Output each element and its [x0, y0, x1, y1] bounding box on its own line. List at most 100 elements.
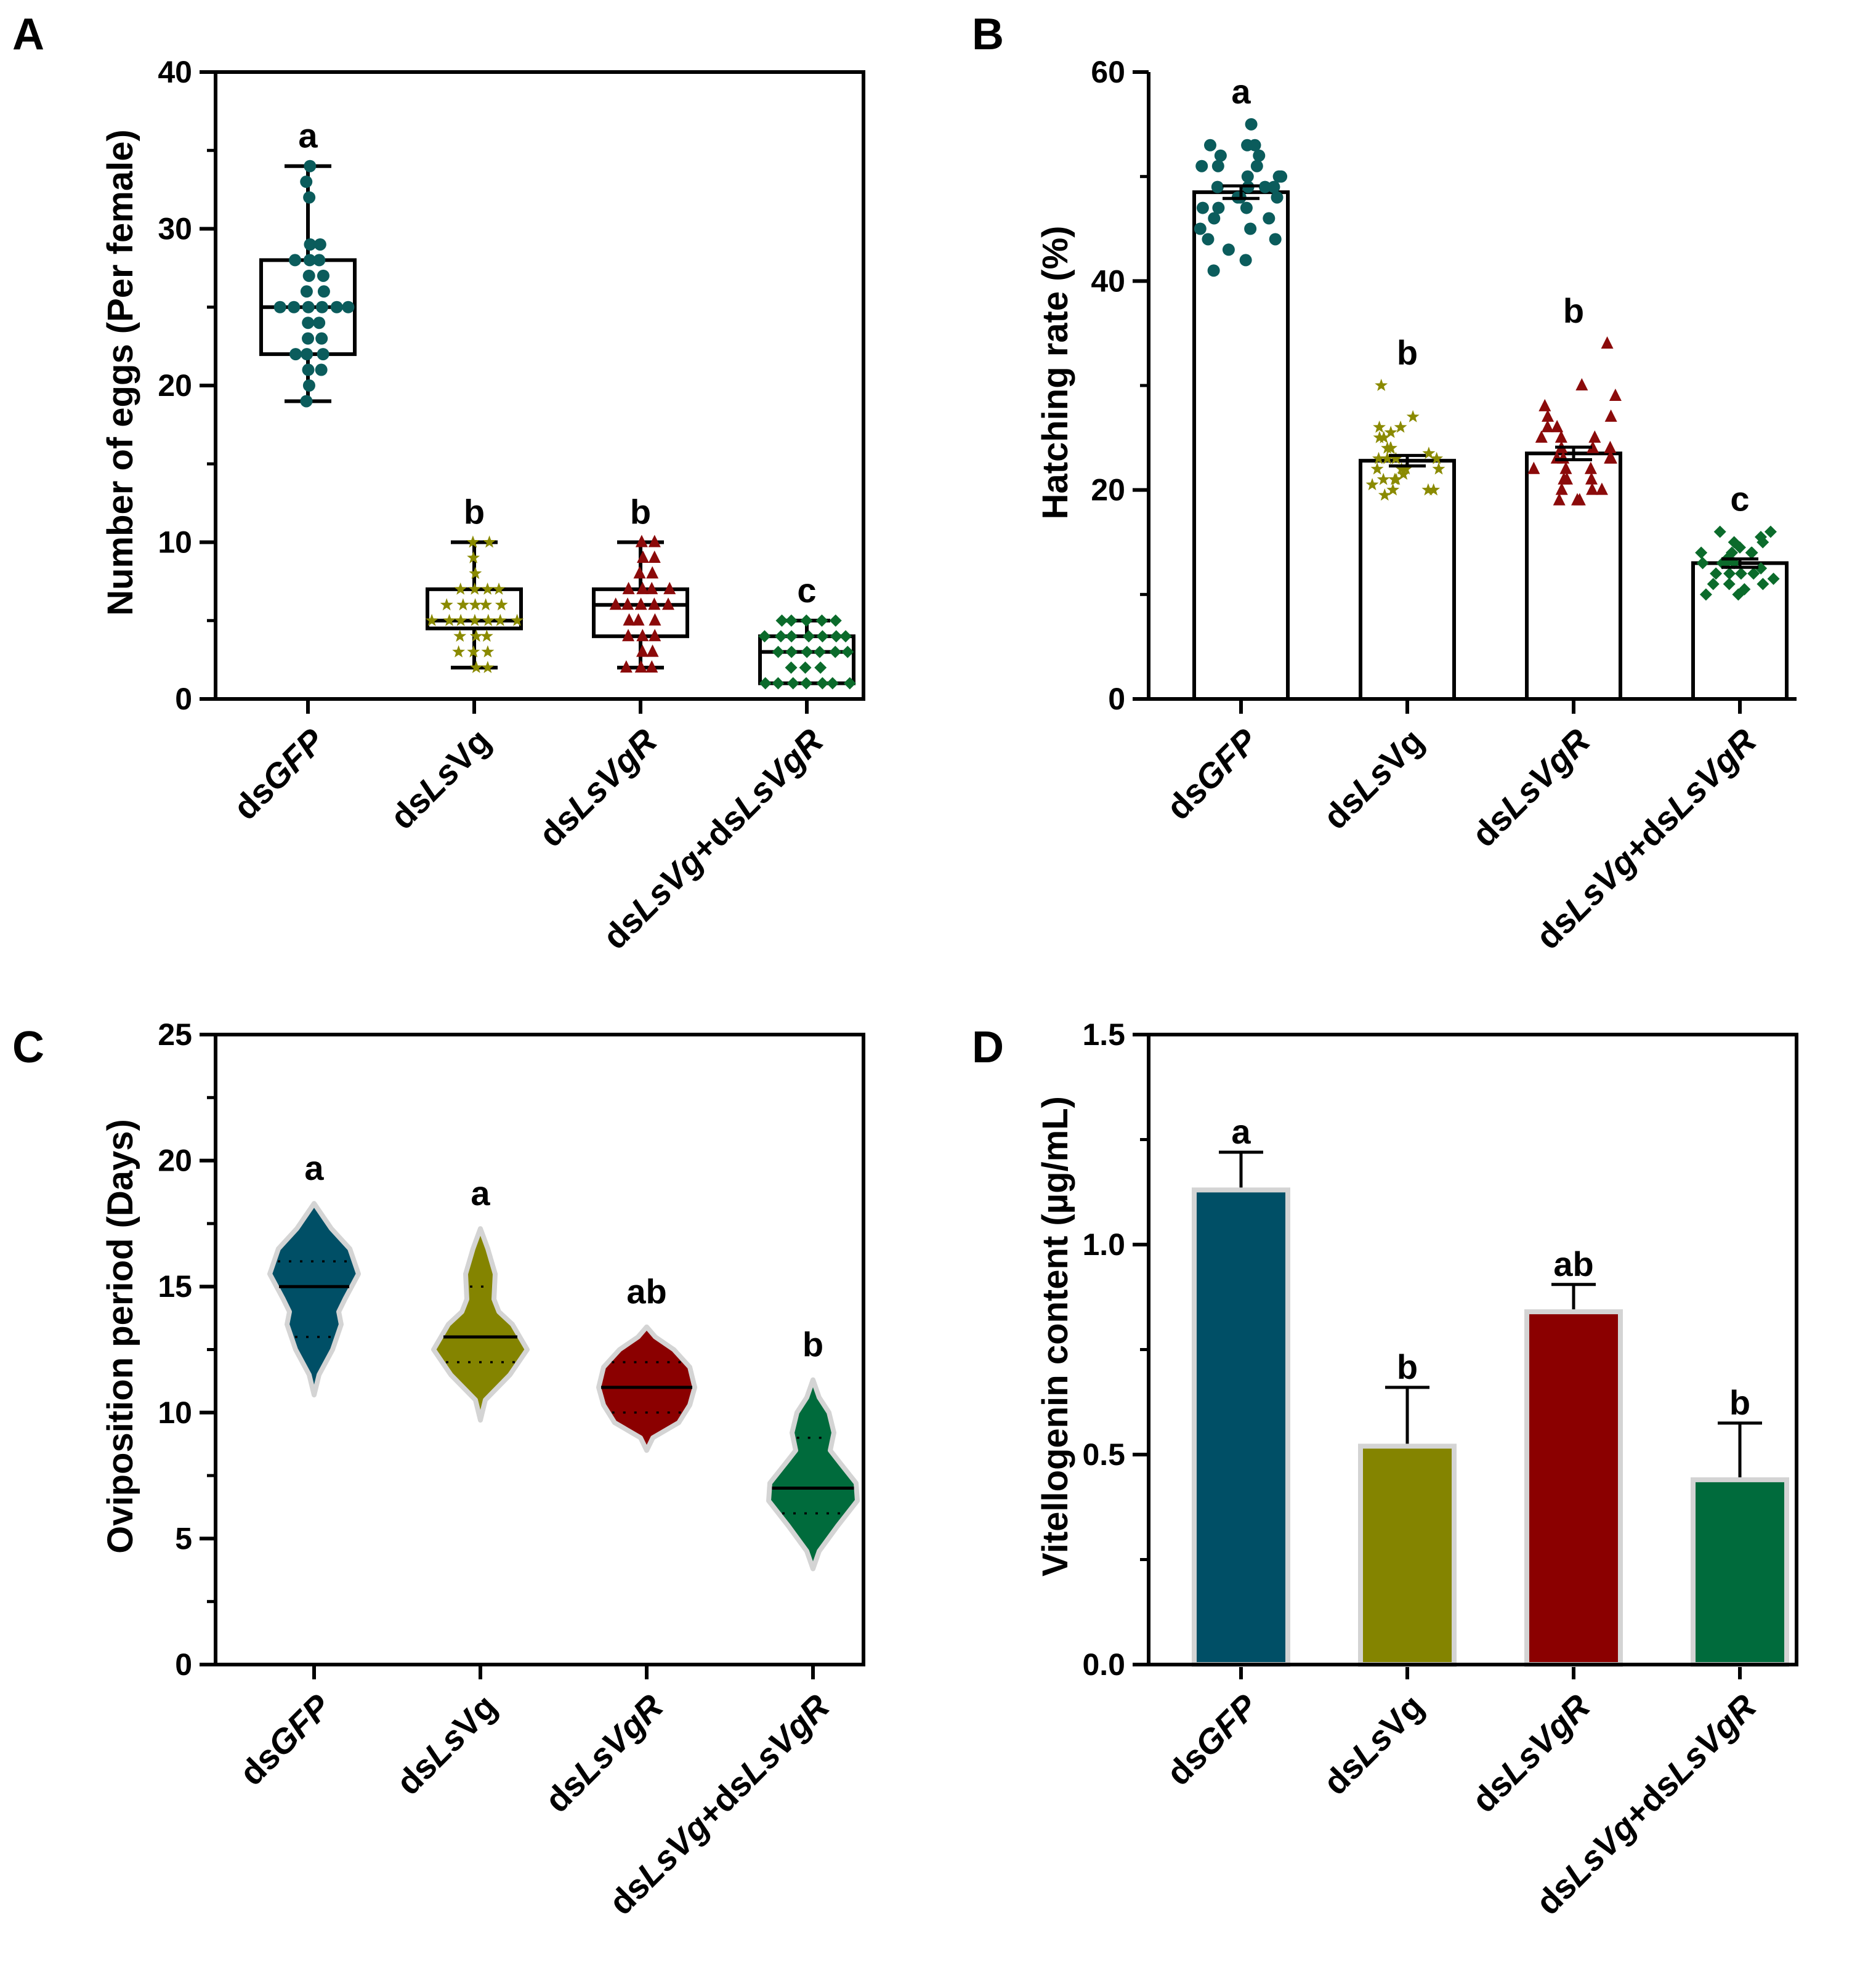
data-point [1378, 488, 1391, 501]
y-tick-label: 10 [158, 1395, 192, 1430]
data-point [829, 645, 842, 658]
data-point [785, 614, 798, 627]
x-category-label: dsGFP [1158, 1686, 1265, 1793]
y-tick-label: 30 [158, 212, 192, 246]
data-point [300, 176, 313, 188]
data-point [841, 645, 854, 658]
panel-b-y-axis-label: Hatching rate (%) [1035, 226, 1075, 520]
data-point [304, 159, 317, 172]
data-point [758, 630, 771, 643]
data-point [1713, 525, 1726, 538]
x-category-label: dsGFP [1158, 721, 1265, 827]
data-point [467, 551, 480, 563]
data-point [302, 379, 315, 392]
data-point [1268, 180, 1280, 193]
data-point [1723, 567, 1736, 580]
significance-letter: a [304, 1149, 324, 1187]
data-point [775, 614, 788, 627]
data-point [1248, 139, 1261, 151]
data-point [302, 301, 315, 313]
data-point [483, 535, 496, 548]
data-point [800, 677, 813, 690]
bar [1358, 1443, 1457, 1668]
data-point [317, 285, 330, 298]
data-point [622, 629, 635, 642]
data-point [1527, 461, 1540, 474]
x-category-label-part: LsVgR [566, 1687, 671, 1791]
bar [1192, 190, 1290, 701]
data-point [1386, 483, 1400, 496]
data-point [425, 613, 439, 626]
x-category-label: dsLsVgR [537, 1687, 671, 1820]
data-point [1755, 531, 1768, 544]
box-iqr [592, 587, 689, 639]
data-point [1584, 461, 1597, 474]
data-point [772, 677, 785, 690]
y-tick-label: 5 [175, 1521, 192, 1556]
data-point [1767, 572, 1780, 585]
data-point [315, 363, 328, 376]
data-point [633, 566, 646, 579]
data-point [1389, 451, 1402, 464]
data-point [1734, 567, 1747, 580]
data-point [492, 582, 506, 595]
panel-b-marks: a b b c [1192, 72, 1789, 701]
data-point [636, 550, 649, 563]
data-point [1381, 441, 1394, 454]
data-point [302, 332, 315, 345]
data-point [1535, 430, 1548, 443]
data-point [313, 317, 326, 329]
bar [1359, 459, 1456, 701]
data-point [1388, 472, 1402, 485]
data-point [1373, 420, 1386, 433]
data-point [1240, 201, 1253, 214]
significance-letter: b [803, 1325, 823, 1364]
panel-a-y-axis-label: Number of eggs (Per female) [100, 129, 140, 616]
data-point [1377, 472, 1390, 485]
data-point [1587, 440, 1599, 453]
data-point [1381, 451, 1394, 464]
data-point [481, 645, 495, 658]
data-point [1239, 254, 1252, 267]
bar [1691, 1477, 1789, 1667]
data-point [302, 317, 315, 329]
data-point [303, 254, 316, 267]
data-point [1427, 483, 1441, 496]
y-tick-label: 0.5 [1082, 1437, 1125, 1472]
significance-letter: b [1729, 1383, 1750, 1422]
data-point [636, 629, 649, 642]
data-point [1541, 419, 1554, 432]
data-point [1696, 557, 1709, 570]
data-point [467, 645, 480, 658]
data-point [1755, 562, 1768, 575]
panel-a: A Number of eggs (Per female) 010203040 … [12, 10, 865, 956]
panel-c-y-axis-label: Oviposition period (Days) [100, 1119, 140, 1554]
x-category-label-part: LsVgR [560, 721, 665, 826]
significance-letter: ab [626, 1272, 666, 1311]
data-point [663, 581, 676, 594]
data-point [301, 348, 313, 361]
significance-letter: b [1397, 333, 1418, 372]
data-point [1394, 420, 1407, 433]
y-tick-label: 0 [175, 682, 192, 716]
data-point [774, 630, 787, 643]
data-point [302, 363, 315, 376]
bar [1691, 561, 1789, 701]
data-point [843, 677, 856, 690]
data-point [1203, 139, 1216, 151]
data-point [440, 598, 453, 611]
data-point [815, 614, 828, 627]
panel-d-label: D [972, 1023, 1004, 1072]
x-category-label-part: LsVgR [1659, 721, 1764, 826]
data-point [273, 301, 286, 313]
data-point [1555, 482, 1568, 495]
data-point [315, 332, 328, 345]
data-point [645, 581, 658, 594]
y-tick-label: 25 [158, 1017, 192, 1052]
data-point [829, 614, 842, 627]
data-point [1575, 378, 1588, 390]
data-point [816, 630, 829, 643]
